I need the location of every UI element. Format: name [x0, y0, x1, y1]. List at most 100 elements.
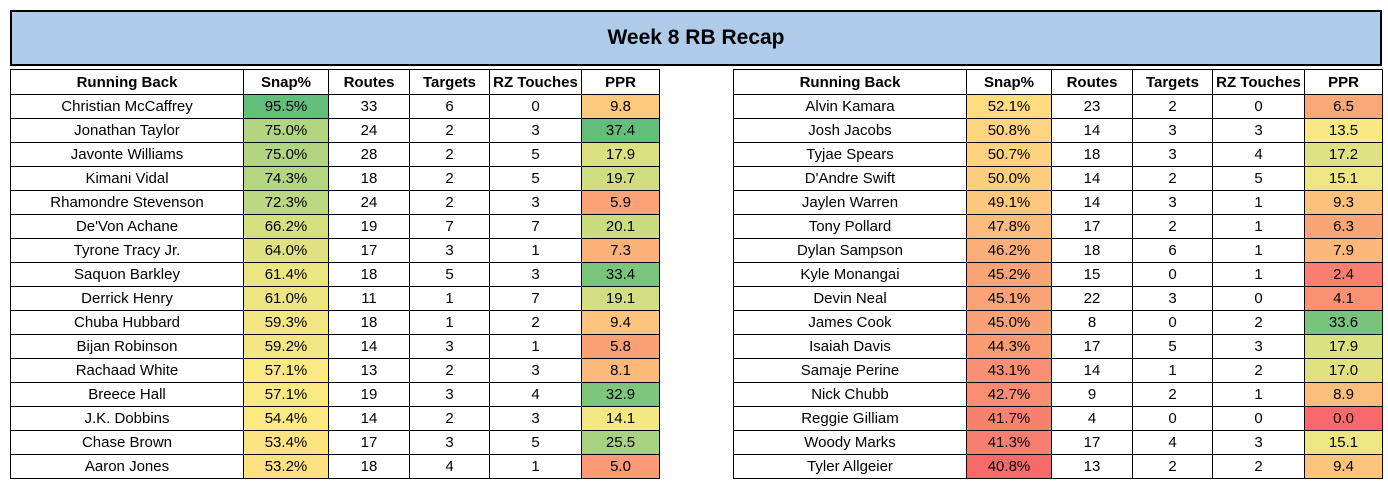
ppr-cell: 0.0 [1304, 406, 1383, 431]
snap-pct-cell: 42.7% [966, 382, 1052, 407]
ppr-cell: 13.5 [1304, 118, 1383, 143]
player-name-cell: Derrick Henry [10, 286, 244, 311]
player-name-cell: D'Andre Swift [733, 166, 967, 191]
routes-cell: 14 [328, 406, 410, 431]
player-name-cell: Breece Hall [10, 382, 244, 407]
player-name-cell: Kyle Monangai [733, 262, 967, 287]
targets-cell: 3 [409, 430, 490, 455]
rb-table-right: Running Back Snap% Routes Targets RZ Tou… [733, 69, 1383, 479]
targets-cell: 6 [409, 94, 490, 119]
targets-cell: 0 [1132, 310, 1213, 335]
player-name-cell: Chuba Hubbard [10, 310, 244, 335]
routes-cell: 13 [328, 358, 410, 383]
ppr-cell: 2.4 [1304, 262, 1383, 287]
player-name-cell: Josh Jacobs [733, 118, 967, 143]
routes-cell: 33 [328, 94, 410, 119]
targets-cell: 2 [1132, 214, 1213, 239]
player-name-cell: Bijan Robinson [10, 334, 244, 359]
player-name-cell: Reggie Gilliam [733, 406, 967, 431]
player-name-cell: Alvin Kamara [733, 94, 967, 119]
snap-pct-cell: 59.2% [243, 334, 329, 359]
snap-pct-cell: 45.1% [966, 286, 1052, 311]
player-name-cell: Tony Pollard [733, 214, 967, 239]
ppr-cell: 5.0 [581, 454, 660, 479]
ppr-cell: 14.1 [581, 406, 660, 431]
player-name-cell: Christian McCaffrey [10, 94, 244, 119]
snap-pct-cell: 40.8% [966, 454, 1052, 479]
targets-cell: 3 [1132, 118, 1213, 143]
rz-touches-cell: 3 [1212, 118, 1305, 143]
ppr-cell: 9.4 [581, 310, 660, 335]
snap-pct-cell: 50.8% [966, 118, 1052, 143]
table-row: Kyle Monangai 45.2% 15 0 1 2.4 [733, 262, 1383, 287]
table-row: Josh Jacobs 50.8% 14 3 3 13.5 [733, 118, 1383, 143]
routes-cell: 23 [1051, 94, 1133, 119]
header-running-back: Running Back [10, 69, 244, 95]
snap-pct-cell: 44.3% [966, 334, 1052, 359]
rz-touches-cell: 0 [1212, 94, 1305, 119]
table-row: Dylan Sampson 46.2% 18 6 1 7.9 [733, 238, 1383, 263]
targets-cell: 7 [409, 214, 490, 239]
rz-touches-cell: 7 [489, 286, 582, 311]
table-row: Bijan Robinson 59.2% 14 3 1 5.8 [10, 334, 660, 359]
targets-cell: 2 [409, 166, 490, 191]
table-row: Devin Neal 45.1% 22 3 0 4.1 [733, 286, 1383, 311]
snap-pct-cell: 41.3% [966, 430, 1052, 455]
rz-touches-cell: 5 [489, 166, 582, 191]
table-row: Reggie Gilliam 41.7% 4 0 0 0.0 [733, 406, 1383, 431]
ppr-cell: 4.1 [1304, 286, 1383, 311]
player-name-cell: Aaron Jones [10, 454, 244, 479]
player-name-cell: Javonte Williams [10, 142, 244, 167]
targets-cell: 3 [1132, 142, 1213, 167]
rz-touches-cell: 5 [1212, 166, 1305, 191]
snap-pct-cell: 66.2% [243, 214, 329, 239]
table-row: Samaje Perine 43.1% 14 1 2 17.0 [733, 358, 1383, 383]
routes-cell: 18 [328, 262, 410, 287]
rz-touches-cell: 3 [1212, 334, 1305, 359]
targets-cell: 6 [1132, 238, 1213, 263]
ppr-cell: 9.4 [1304, 454, 1383, 479]
targets-cell: 4 [1132, 430, 1213, 455]
targets-cell: 3 [1132, 190, 1213, 215]
player-name-cell: Chase Brown [10, 430, 244, 455]
table-row: Isaiah Davis 44.3% 17 5 3 17.9 [733, 334, 1383, 359]
ppr-cell: 6.5 [1304, 94, 1383, 119]
targets-cell: 4 [409, 454, 490, 479]
routes-cell: 28 [328, 142, 410, 167]
ppr-cell: 17.0 [1304, 358, 1383, 383]
targets-cell: 2 [1132, 382, 1213, 407]
ppr-cell: 33.4 [581, 262, 660, 287]
table-row: De'Von Achane 66.2% 19 7 7 20.1 [10, 214, 660, 239]
ppr-cell: 7.9 [1304, 238, 1383, 263]
routes-cell: 8 [1051, 310, 1133, 335]
player-name-cell: Jaylen Warren [733, 190, 967, 215]
page-title: Week 8 RB Recap [607, 26, 785, 49]
table-row: Saquon Barkley 61.4% 18 5 3 33.4 [10, 262, 660, 287]
rz-touches-cell: 2 [1212, 310, 1305, 335]
rz-touches-cell: 3 [489, 406, 582, 431]
table-row: James Cook 45.0% 8 0 2 33.6 [733, 310, 1383, 335]
routes-cell: 14 [1051, 358, 1133, 383]
table-row: Kimani Vidal 74.3% 18 2 5 19.7 [10, 166, 660, 191]
snap-pct-cell: 61.4% [243, 262, 329, 287]
targets-cell: 0 [1132, 406, 1213, 431]
snap-pct-cell: 45.0% [966, 310, 1052, 335]
ppr-cell: 15.1 [1304, 166, 1383, 191]
targets-cell: 2 [1132, 166, 1213, 191]
snap-pct-cell: 59.3% [243, 310, 329, 335]
rz-touches-cell: 7 [489, 214, 582, 239]
rz-touches-cell: 0 [489, 94, 582, 119]
snap-pct-cell: 61.0% [243, 286, 329, 311]
snap-pct-cell: 53.4% [243, 430, 329, 455]
player-name-cell: De'Von Achane [10, 214, 244, 239]
targets-cell: 3 [409, 334, 490, 359]
table-row: D'Andre Swift 50.0% 14 2 5 15.1 [733, 166, 1383, 191]
rz-touches-cell: 2 [1212, 358, 1305, 383]
player-name-cell: Jonathan Taylor [10, 118, 244, 143]
table-row: Tony Pollard 47.8% 17 2 1 6.3 [733, 214, 1383, 239]
targets-cell: 2 [409, 358, 490, 383]
ppr-cell: 32.9 [581, 382, 660, 407]
player-name-cell: J.K. Dobbins [10, 406, 244, 431]
targets-cell: 3 [409, 382, 490, 407]
snap-pct-cell: 50.7% [966, 142, 1052, 167]
